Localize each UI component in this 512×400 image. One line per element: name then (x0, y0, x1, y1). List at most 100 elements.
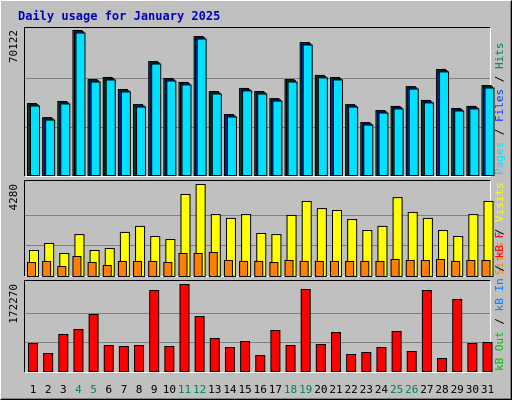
x-tick-label: 15 (238, 383, 251, 396)
bar (255, 354, 266, 372)
bar (239, 260, 249, 278)
x-tick-label: 13 (208, 383, 221, 396)
x-tick-label: 31 (481, 383, 494, 396)
bar (58, 333, 69, 372)
bar (134, 344, 145, 372)
bar (437, 358, 448, 373)
x-tick-label: 8 (136, 383, 143, 396)
bar (118, 346, 129, 373)
bar (166, 80, 177, 176)
bar (149, 289, 160, 372)
bar (208, 252, 218, 278)
x-tick-label: 22 (345, 383, 358, 396)
x-tick-label: 20 (314, 383, 327, 396)
bar (376, 347, 387, 373)
bar (484, 87, 495, 176)
bar (164, 346, 175, 373)
x-tick-label: 2 (45, 383, 52, 396)
bar (178, 253, 188, 277)
bar (240, 341, 251, 372)
bar (211, 93, 222, 176)
bar (42, 260, 52, 278)
x-tick-label: 9 (151, 383, 158, 396)
bar (272, 100, 283, 176)
x-tick-label: 30 (466, 383, 479, 396)
x-tick-label: 11 (178, 383, 191, 396)
bar (345, 260, 355, 278)
bar (469, 108, 480, 176)
x-tick-label: 4 (75, 383, 82, 396)
x-tick-label: 14 (223, 383, 237, 396)
legend-separator: / (493, 69, 506, 89)
legend-entry: Files (493, 89, 506, 122)
bar (87, 262, 97, 278)
bar (209, 338, 220, 373)
bar (423, 102, 434, 176)
legend-entry: Pages (493, 142, 506, 175)
bar (196, 38, 207, 176)
x-tick-label: 27 (420, 383, 433, 396)
bar (439, 71, 450, 176)
chart-title: Daily usage for January 2025 (18, 9, 220, 23)
panel-light (24, 27, 491, 177)
panel-light (24, 280, 491, 373)
bar (466, 259, 476, 278)
bar (163, 262, 173, 278)
x-tick-label: 21 (329, 383, 342, 396)
panel-shade (24, 180, 491, 277)
legend-entry: Visits (493, 182, 506, 222)
bar (88, 313, 99, 372)
y-tick-label: 70122 (7, 30, 20, 63)
bar (287, 81, 298, 176)
bar (331, 332, 341, 372)
x-tick-label: 19 (299, 383, 312, 396)
bar (375, 260, 385, 278)
bar (45, 119, 56, 176)
bar (270, 329, 281, 372)
bar (257, 93, 268, 176)
bar (179, 284, 190, 372)
bar (302, 44, 313, 176)
x-tick-label: 25 (390, 383, 403, 396)
panel-shade (24, 280, 491, 373)
x-tick-label: 5 (90, 383, 97, 396)
legend-entry: Hits (493, 43, 506, 70)
legend-entry: kB Out (493, 331, 506, 371)
bar (285, 344, 296, 372)
y-tick-label: 172270 (7, 284, 20, 324)
bar (43, 353, 54, 372)
bar (333, 79, 343, 176)
bar (390, 259, 400, 277)
bar (151, 63, 162, 176)
legend: Sites / Visits (493, 182, 506, 275)
legend: kB Out / kB In / kB F (493, 232, 506, 371)
bar (363, 124, 374, 177)
legend: Pages / Files / Hits (493, 43, 506, 176)
x-tick-label: 29 (451, 383, 464, 396)
bar (226, 116, 237, 176)
x-tick-label: 10 (163, 383, 176, 396)
x-tick-label: 7 (121, 383, 128, 396)
bar (73, 328, 84, 372)
bar (284, 259, 294, 278)
bar (378, 112, 389, 176)
bar (193, 253, 203, 277)
bar (103, 344, 114, 372)
bar (72, 256, 82, 277)
bar (117, 260, 127, 278)
bar (454, 110, 465, 176)
bar (136, 106, 147, 176)
bar (348, 106, 359, 176)
bar (467, 343, 478, 372)
bar (300, 288, 311, 372)
bar (346, 353, 357, 372)
bar (421, 289, 432, 372)
x-tick-label: 1 (30, 383, 37, 396)
bar (317, 77, 328, 176)
bar (299, 260, 309, 278)
legend-entry: kB F (493, 232, 506, 259)
bar (391, 331, 402, 372)
x-tick-label: 6 (105, 383, 112, 396)
